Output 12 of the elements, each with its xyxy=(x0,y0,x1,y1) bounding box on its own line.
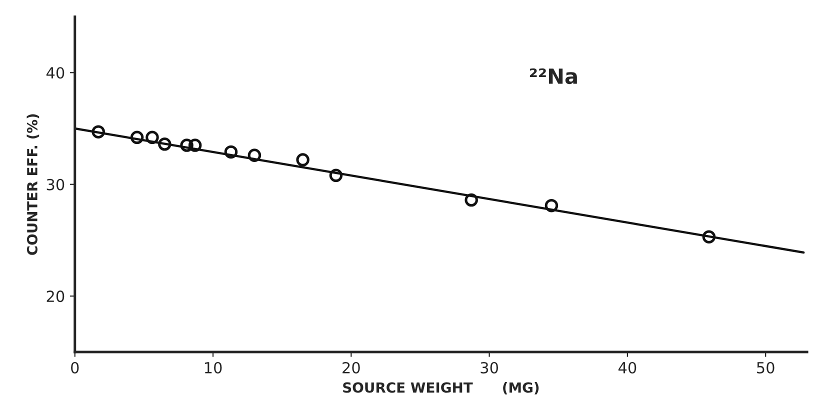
x-tick-label: 20 xyxy=(342,362,360,374)
y-tick-label: 40 xyxy=(46,67,64,79)
annotation: ²²Na xyxy=(530,68,577,84)
x-tick-label: 50 xyxy=(757,362,774,374)
x-tick-label: 30 xyxy=(480,362,498,374)
x-tick-label: 10 xyxy=(204,362,222,374)
y-tick-label: 30 xyxy=(46,178,64,190)
y-tick-label: 20 xyxy=(46,290,64,302)
x-tick-label: 40 xyxy=(618,362,636,374)
x-tick-label: 0 xyxy=(71,362,79,374)
x-axis-title: SOURCE WEIGHT (MG) xyxy=(343,382,539,394)
y-axis-title: COUNTER EFF. (%) xyxy=(26,114,40,255)
